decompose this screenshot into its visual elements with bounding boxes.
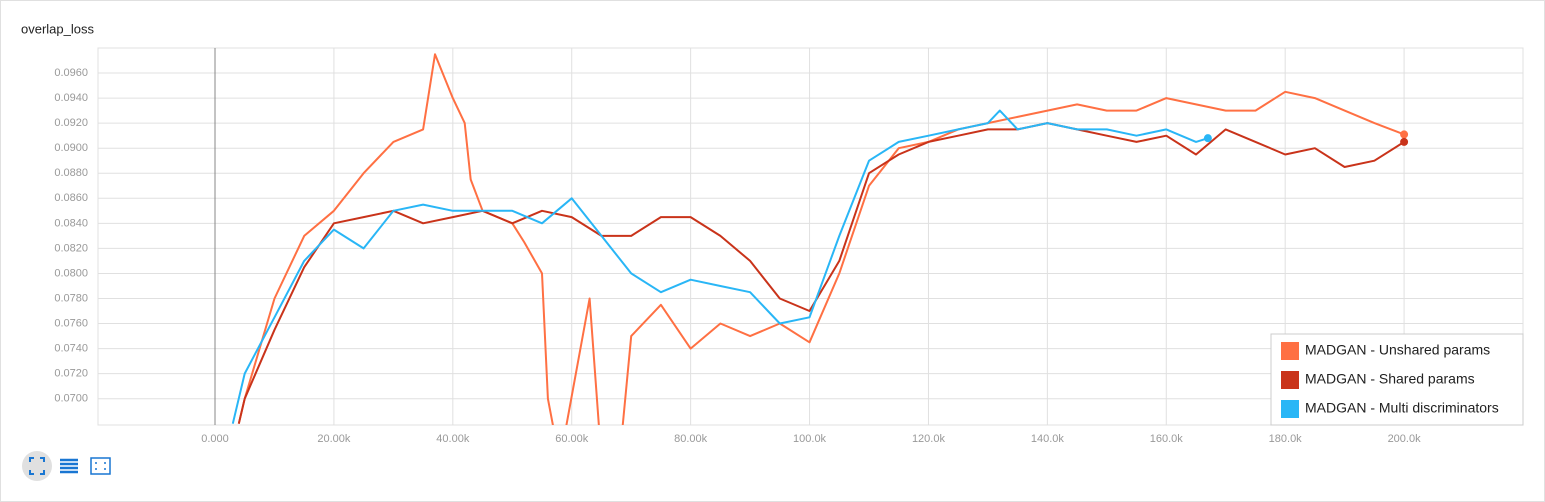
- x-tick-label: 120.0k: [912, 433, 946, 445]
- fit-button[interactable]: [22, 451, 52, 481]
- legend-swatch: [1281, 371, 1299, 389]
- chart-title: overlap_loss: [21, 21, 94, 36]
- y-tick-label: 0.0740: [54, 343, 88, 355]
- x-tick-label: 60.00k: [555, 433, 589, 445]
- y-tick-label: 0.0860: [54, 192, 88, 204]
- plot-frame: [97, 47, 1524, 426]
- grid: 0.0700 0.0720 0.0740 0.0760 0.0780 0.0800 0.08…: [54, 47, 1524, 445]
- x-tick-label: 40.00k: [436, 433, 470, 445]
- y-tick-label: 0.0940: [54, 92, 88, 104]
- y-tick-label: 0.0760: [54, 317, 88, 329]
- select-icon: [95, 462, 106, 470]
- x-tick-label: 140.0k: [1031, 433, 1065, 445]
- legend-label: MADGAN - Unshared params: [1305, 342, 1490, 358]
- series-line: [231, 109, 1209, 424]
- fit-icon: [29, 457, 45, 475]
- y-tick-label: 0.0700: [54, 393, 88, 405]
- legend: MADGAN - Unshared params MADGAN - Shared …: [1270, 333, 1524, 426]
- x-tick-label: 20.00k: [317, 433, 351, 445]
- y-tick-label: 0.0840: [54, 217, 88, 229]
- log-toggle[interactable]: [60, 458, 78, 474]
- series-line: [237, 53, 1405, 425]
- series-line: [237, 122, 1405, 424]
- end-dot: [1203, 134, 1212, 143]
- x-tick-label: 160.0k: [1150, 433, 1184, 445]
- legend-label: MADGAN - Shared params: [1305, 371, 1475, 387]
- y-tick-label: 0.0780: [54, 292, 88, 304]
- x-tick-label: 180.0k: [1269, 433, 1303, 445]
- legend-box: [1270, 333, 1524, 426]
- end-dot: [1400, 130, 1409, 139]
- y-tick-label: 0.0720: [54, 368, 88, 380]
- x-tick-label: 80.00k: [674, 433, 708, 445]
- y-tick-label: 0.0920: [54, 117, 88, 129]
- y-tick-label: 0.0960: [54, 67, 88, 79]
- legend-label: MADGAN - Multi discriminators: [1305, 400, 1499, 416]
- select-button[interactable]: [90, 457, 111, 475]
- x-tick-label: 0.000: [201, 433, 229, 445]
- end-dot: [1400, 137, 1409, 146]
- toolbar: [22, 451, 111, 481]
- lines: [231, 53, 1405, 425]
- legend-swatch: [1281, 342, 1299, 360]
- x-tick-label: 100.0k: [793, 433, 827, 445]
- y-tick-label: 0.0800: [54, 267, 88, 279]
- legend-swatch: [1281, 400, 1299, 418]
- x-tick-label: 200.0k: [1388, 433, 1422, 445]
- y-tick-label: 0.0880: [54, 167, 88, 179]
- y-tick-label: 0.0820: [54, 242, 88, 254]
- y-tick-label: 0.0900: [54, 142, 88, 154]
